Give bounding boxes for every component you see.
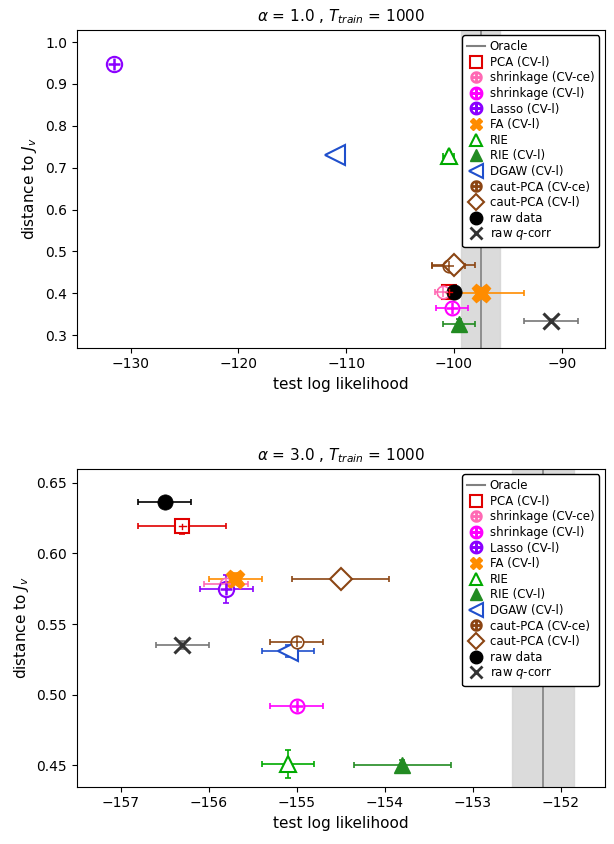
Bar [462,30,500,348]
X-axis label: test log likelihood: test log likelihood [273,816,408,830]
Title: $\alpha$ = 3.0 , $T_{train}$ = 1000: $\alpha$ = 3.0 , $T_{train}$ = 1000 [257,446,425,465]
X-axis label: test log likelihood: test log likelihood [273,377,408,392]
Legend: Oracle, PCA (CV-l), shrinkage (CV-ce), shrinkage (CV-l), Lasso (CV-l), FA (CV-l): Oracle, PCA (CV-l), shrinkage (CV-ce), s… [462,474,599,686]
Y-axis label: distance to $J_v$: distance to $J_v$ [12,576,31,679]
Y-axis label: distance to $J_v$: distance to $J_v$ [20,138,39,240]
Bar [513,468,574,787]
Title: $\alpha$ = 1.0 , $T_{train}$ = 1000: $\alpha$ = 1.0 , $T_{train}$ = 1000 [257,8,425,26]
Legend: Oracle, PCA (CV-l), shrinkage (CV-ce), shrinkage (CV-l), Lasso (CV-l), FA (CV-l): Oracle, PCA (CV-l), shrinkage (CV-ce), s… [462,35,599,247]
